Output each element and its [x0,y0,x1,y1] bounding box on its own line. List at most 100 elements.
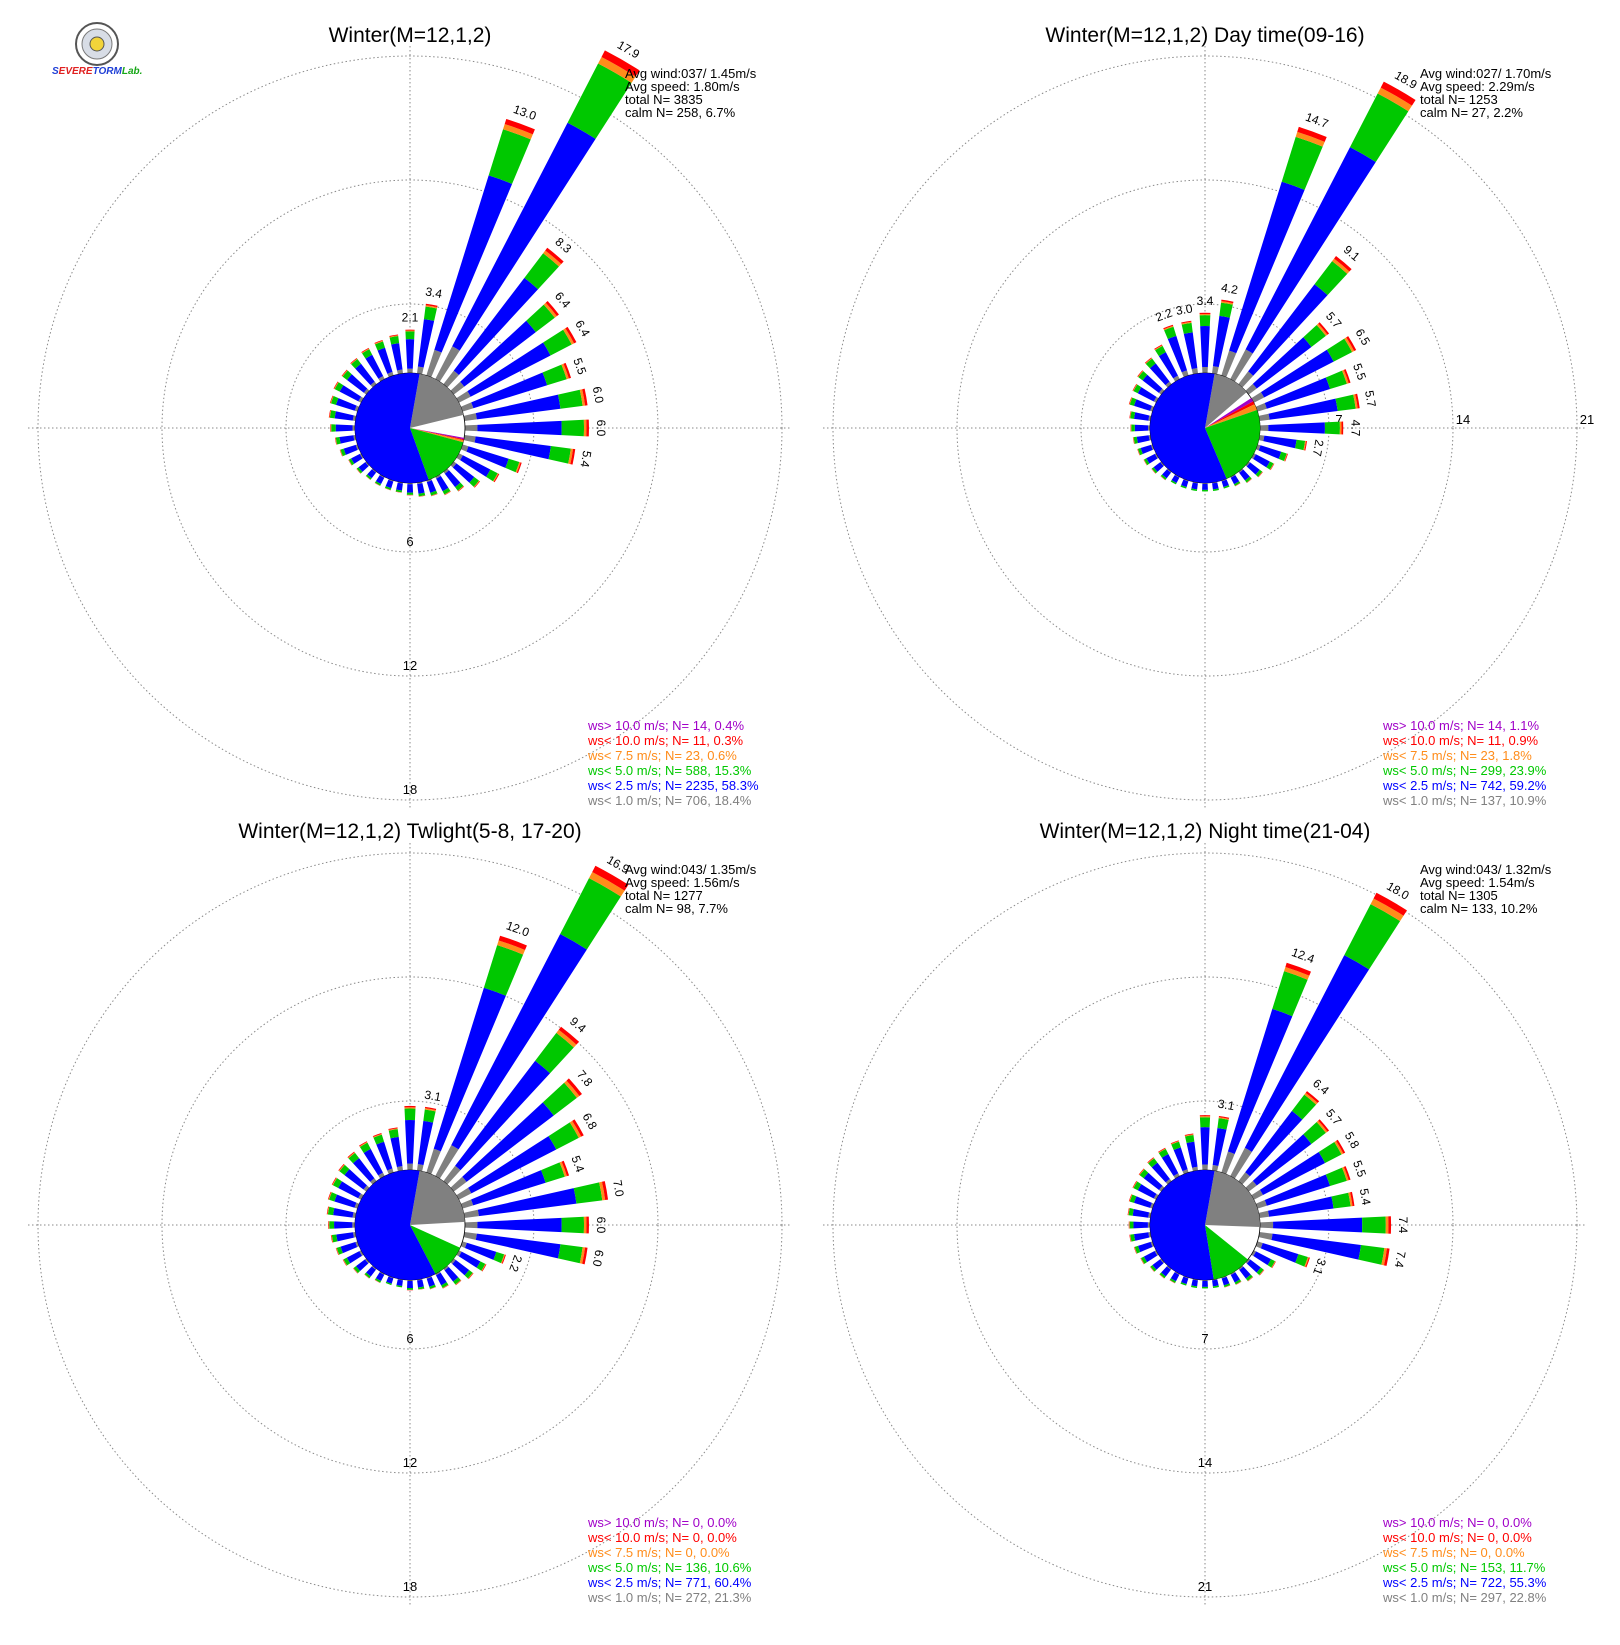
ring-label: 6 [406,1331,413,1346]
bar-segment-lt2_5 [1134,1232,1149,1240]
bar-value-label: 9.4 [567,1014,589,1036]
bar-270deg [1131,424,1151,431]
legend-entry-lt5: ws< 5.0 m/s; N= 299, 23.9% [1382,763,1547,778]
bar-value-label: 9.1 [1341,242,1363,264]
bar-segment-lt5 [407,493,413,495]
bar-segment-lt2_5 [334,1221,352,1228]
bar-segment-lt2_5 [333,1208,353,1218]
bar-segment-lt5 [1362,1216,1386,1233]
bar-segment-lt2_5 [1184,332,1198,369]
ring-label: 21 [1580,412,1594,427]
bar-170deg [417,1279,424,1290]
bar-segment-lt2_5 [344,445,358,455]
bar-segment-lt5 [1325,422,1340,435]
bar-170deg [1212,1279,1219,1288]
bar-segment-lt7_5 [1386,1216,1389,1233]
bar-value-label: 6.4 [1310,1076,1332,1098]
bar-value-label: 6.0 [590,385,607,404]
bar-segment-lt2_5 [406,339,414,369]
legend-entry-lt5: ws< 5.0 m/s; N= 153, 11.7% [1382,1560,1546,1575]
bar-segment-lt1 [464,1210,479,1218]
bar-segment-lt5 [1272,971,1307,1016]
bar-segment-lt5 [1282,137,1323,190]
bar-segment-lt5 [558,1244,583,1263]
bar-segment-lt2_5 [341,1242,358,1253]
legend-entry-lt5: ws< 5.0 m/s; N= 136, 10.6% [587,1560,752,1575]
bar-segment-lt5 [389,1129,399,1138]
bar-segment-lt5 [1358,1245,1384,1265]
bar-190deg [1191,1279,1198,1288]
panel-title: Winter(M=12,1,2) Twlight(5-8, 17-20) [238,820,581,843]
legend-entry-gt10: ws> 10.0 m/s; N= 14, 1.1% [1382,718,1540,733]
legend-entry-lt1: ws< 1.0 m/s; N= 272, 21.3% [587,1590,752,1605]
bar-segment-lt5 [1131,425,1135,432]
ring-label: 7 [1201,1331,1208,1346]
bar-segment-lt5 [484,945,523,996]
bar-segment-lt1 [1259,1232,1273,1240]
bar-segment-lt1 [417,366,424,374]
bar-segment-lt5 [405,1108,416,1120]
speed-distribution-pie [1150,373,1260,483]
bar-segment-lt2_5 [1135,425,1148,432]
bar-segment-lt5 [1130,1221,1134,1228]
bar-80deg [1259,1192,1355,1218]
bar-value-label: 5.5 [570,356,589,377]
bar-value-label: 3.4 [1197,294,1214,308]
bar-250deg [1134,1241,1154,1253]
bar-160deg [426,1276,436,1290]
bar-segment-lt2_5 [334,1194,356,1207]
bar-segment-lt1 [456,391,470,403]
bar-segment-lt5 [1202,490,1208,492]
legend-entry-lt1: ws< 1.0 m/s; N= 137, 10.9% [1382,793,1547,808]
bar-segment-lt5 [407,1288,413,1290]
bar-segment-lt2_5 [1138,1242,1152,1252]
bar-segment-lt2_5 [1134,1196,1152,1208]
bar-segment-lt5 [405,331,414,339]
bar-value-label: 5.7 [1323,309,1345,331]
bar-segment-lt2_5 [452,1260,469,1276]
bar-value-label: 2.2 [506,1253,525,1274]
bar-segment-lt5 [489,129,531,184]
bar-segment-lt2_5 [1253,454,1270,467]
bar-value-label: 7.4 [1396,1217,1410,1234]
bar-segment-lt2_5 [1174,1147,1188,1171]
bar-100deg [464,435,576,465]
bar-segment-lt2_5 [396,1279,402,1285]
bar-segment-lt2_5 [1259,445,1282,459]
bar-260deg [331,1232,356,1243]
bar-segment-lt2_5 [1137,435,1150,443]
windrose-panel-1: 612182.13.413.017.98.36.46.45.56.06.05.4… [28,24,792,810]
bar-value-label: 14.7 [1304,110,1331,131]
bar-segment-lt1 [1221,1152,1234,1175]
bar-260deg [335,435,356,445]
bar-value-label: 7.0 [610,1179,627,1198]
stats-line: calm N= 133, 10.2% [1420,901,1538,916]
bar-segment-lt2_5 [391,343,402,370]
bar-value-label: 8.3 [552,235,574,257]
bar-segment-lt1 [1260,1222,1273,1228]
stats-line: calm N= 27, 2.2% [1420,105,1523,120]
bar-segment-lt5 [423,1109,435,1122]
bar-value-label: 4.2 [1220,280,1239,297]
panel-title: Winter(M=12,1,2) Day time(09-16) [1045,24,1364,47]
bar-segment-lt2_5 [407,484,413,492]
bar-90deg [1260,421,1343,434]
bar-segment-lt10 [404,1106,415,1107]
bar-value-label: 6.5 [1353,326,1374,348]
bar-230deg [353,1258,369,1273]
pie-slice-lt1 [1205,1171,1260,1227]
bar-value-label: 3.1 [423,1088,442,1105]
legend-entry-lt2_5: ws< 2.5 m/s; N= 2235, 58.3% [587,778,759,793]
bar-segment-lt10 [1341,421,1343,434]
bar-segment-lt1 [461,1199,473,1208]
bar-90deg [465,420,589,437]
pie-slice-lt1 [410,1171,465,1225]
bar-segment-lt2_5 [336,1232,354,1241]
bar-segment-lt2_5 [1133,1222,1148,1229]
logo-seal-icon [52,22,142,68]
bar-value-label: 5.7 [1362,389,1379,408]
bar-value-label: 2.7 [1310,439,1327,458]
bar-280deg [1128,1208,1152,1218]
bar-240deg [1144,453,1159,465]
bar-segment-lt1 [1202,367,1208,373]
